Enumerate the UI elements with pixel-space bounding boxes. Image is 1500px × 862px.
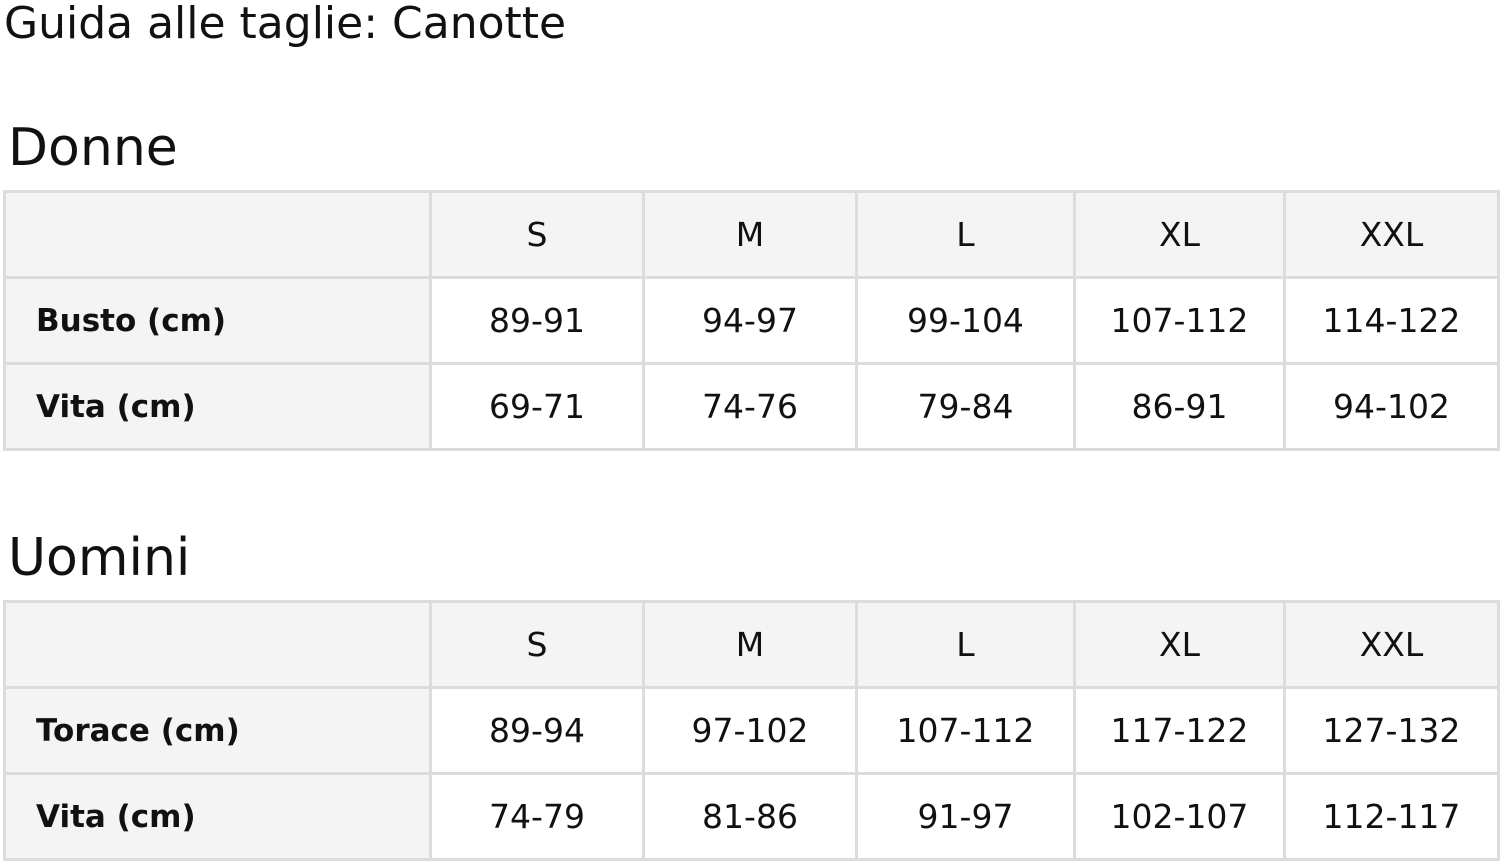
- page-title: Guida alle taglie: Canotte: [4, 0, 567, 49]
- size-header: L: [855, 600, 1076, 689]
- cell: 81-86: [642, 772, 858, 861]
- row-label: Vita (cm): [3, 772, 432, 861]
- cell: 117-122: [1073, 686, 1286, 775]
- cell: 94-97: [642, 276, 858, 365]
- table-row: Vita (cm) 69-71 74-76 79-84 86-91 94-102: [3, 362, 1500, 451]
- cell: 99-104: [855, 276, 1076, 365]
- size-header: XL: [1073, 190, 1286, 279]
- cell: 114-122: [1283, 276, 1500, 365]
- cell: 94-102: [1283, 362, 1500, 451]
- cell: 127-132: [1283, 686, 1500, 775]
- row-label: Vita (cm): [3, 362, 432, 451]
- size-header: XXL: [1283, 190, 1500, 279]
- men-size-table: S M L XL XXL Torace (cm) 89-94 97-102 10…: [3, 600, 1500, 861]
- cell: 91-97: [855, 772, 1076, 861]
- cell: 89-94: [429, 686, 645, 775]
- size-header: L: [855, 190, 1076, 279]
- cell: 97-102: [642, 686, 858, 775]
- women-size-table: S M L XL XXL Busto (cm) 89-91 94-97 99-1…: [3, 190, 1500, 451]
- corner-cell: [3, 190, 432, 279]
- cell: 107-112: [855, 686, 1076, 775]
- cell: 112-117: [1283, 772, 1500, 861]
- size-header: M: [642, 600, 858, 689]
- cell: 74-76: [642, 362, 858, 451]
- size-header: S: [429, 600, 645, 689]
- row-label: Busto (cm): [3, 276, 432, 365]
- table-row: Torace (cm) 89-94 97-102 107-112 117-122…: [3, 686, 1500, 775]
- cell: 107-112: [1073, 276, 1286, 365]
- cell: 74-79: [429, 772, 645, 861]
- cell: 102-107: [1073, 772, 1286, 861]
- corner-cell: [3, 600, 432, 689]
- size-header: M: [642, 190, 858, 279]
- table-row: Busto (cm) 89-91 94-97 99-104 107-112 11…: [3, 276, 1500, 365]
- cell: 86-91: [1073, 362, 1286, 451]
- women-heading: Donne: [8, 118, 178, 178]
- size-header: XXL: [1283, 600, 1500, 689]
- cell: 89-91: [429, 276, 645, 365]
- size-header: S: [429, 190, 645, 279]
- table-row: Vita (cm) 74-79 81-86 91-97 102-107 112-…: [3, 772, 1500, 861]
- row-label: Torace (cm): [3, 686, 432, 775]
- cell: 69-71: [429, 362, 645, 451]
- size-header: XL: [1073, 600, 1286, 689]
- men-heading: Uomini: [8, 528, 191, 588]
- header-row: S M L XL XXL: [3, 190, 1500, 279]
- header-row: S M L XL XXL: [3, 600, 1500, 689]
- cell: 79-84: [855, 362, 1076, 451]
